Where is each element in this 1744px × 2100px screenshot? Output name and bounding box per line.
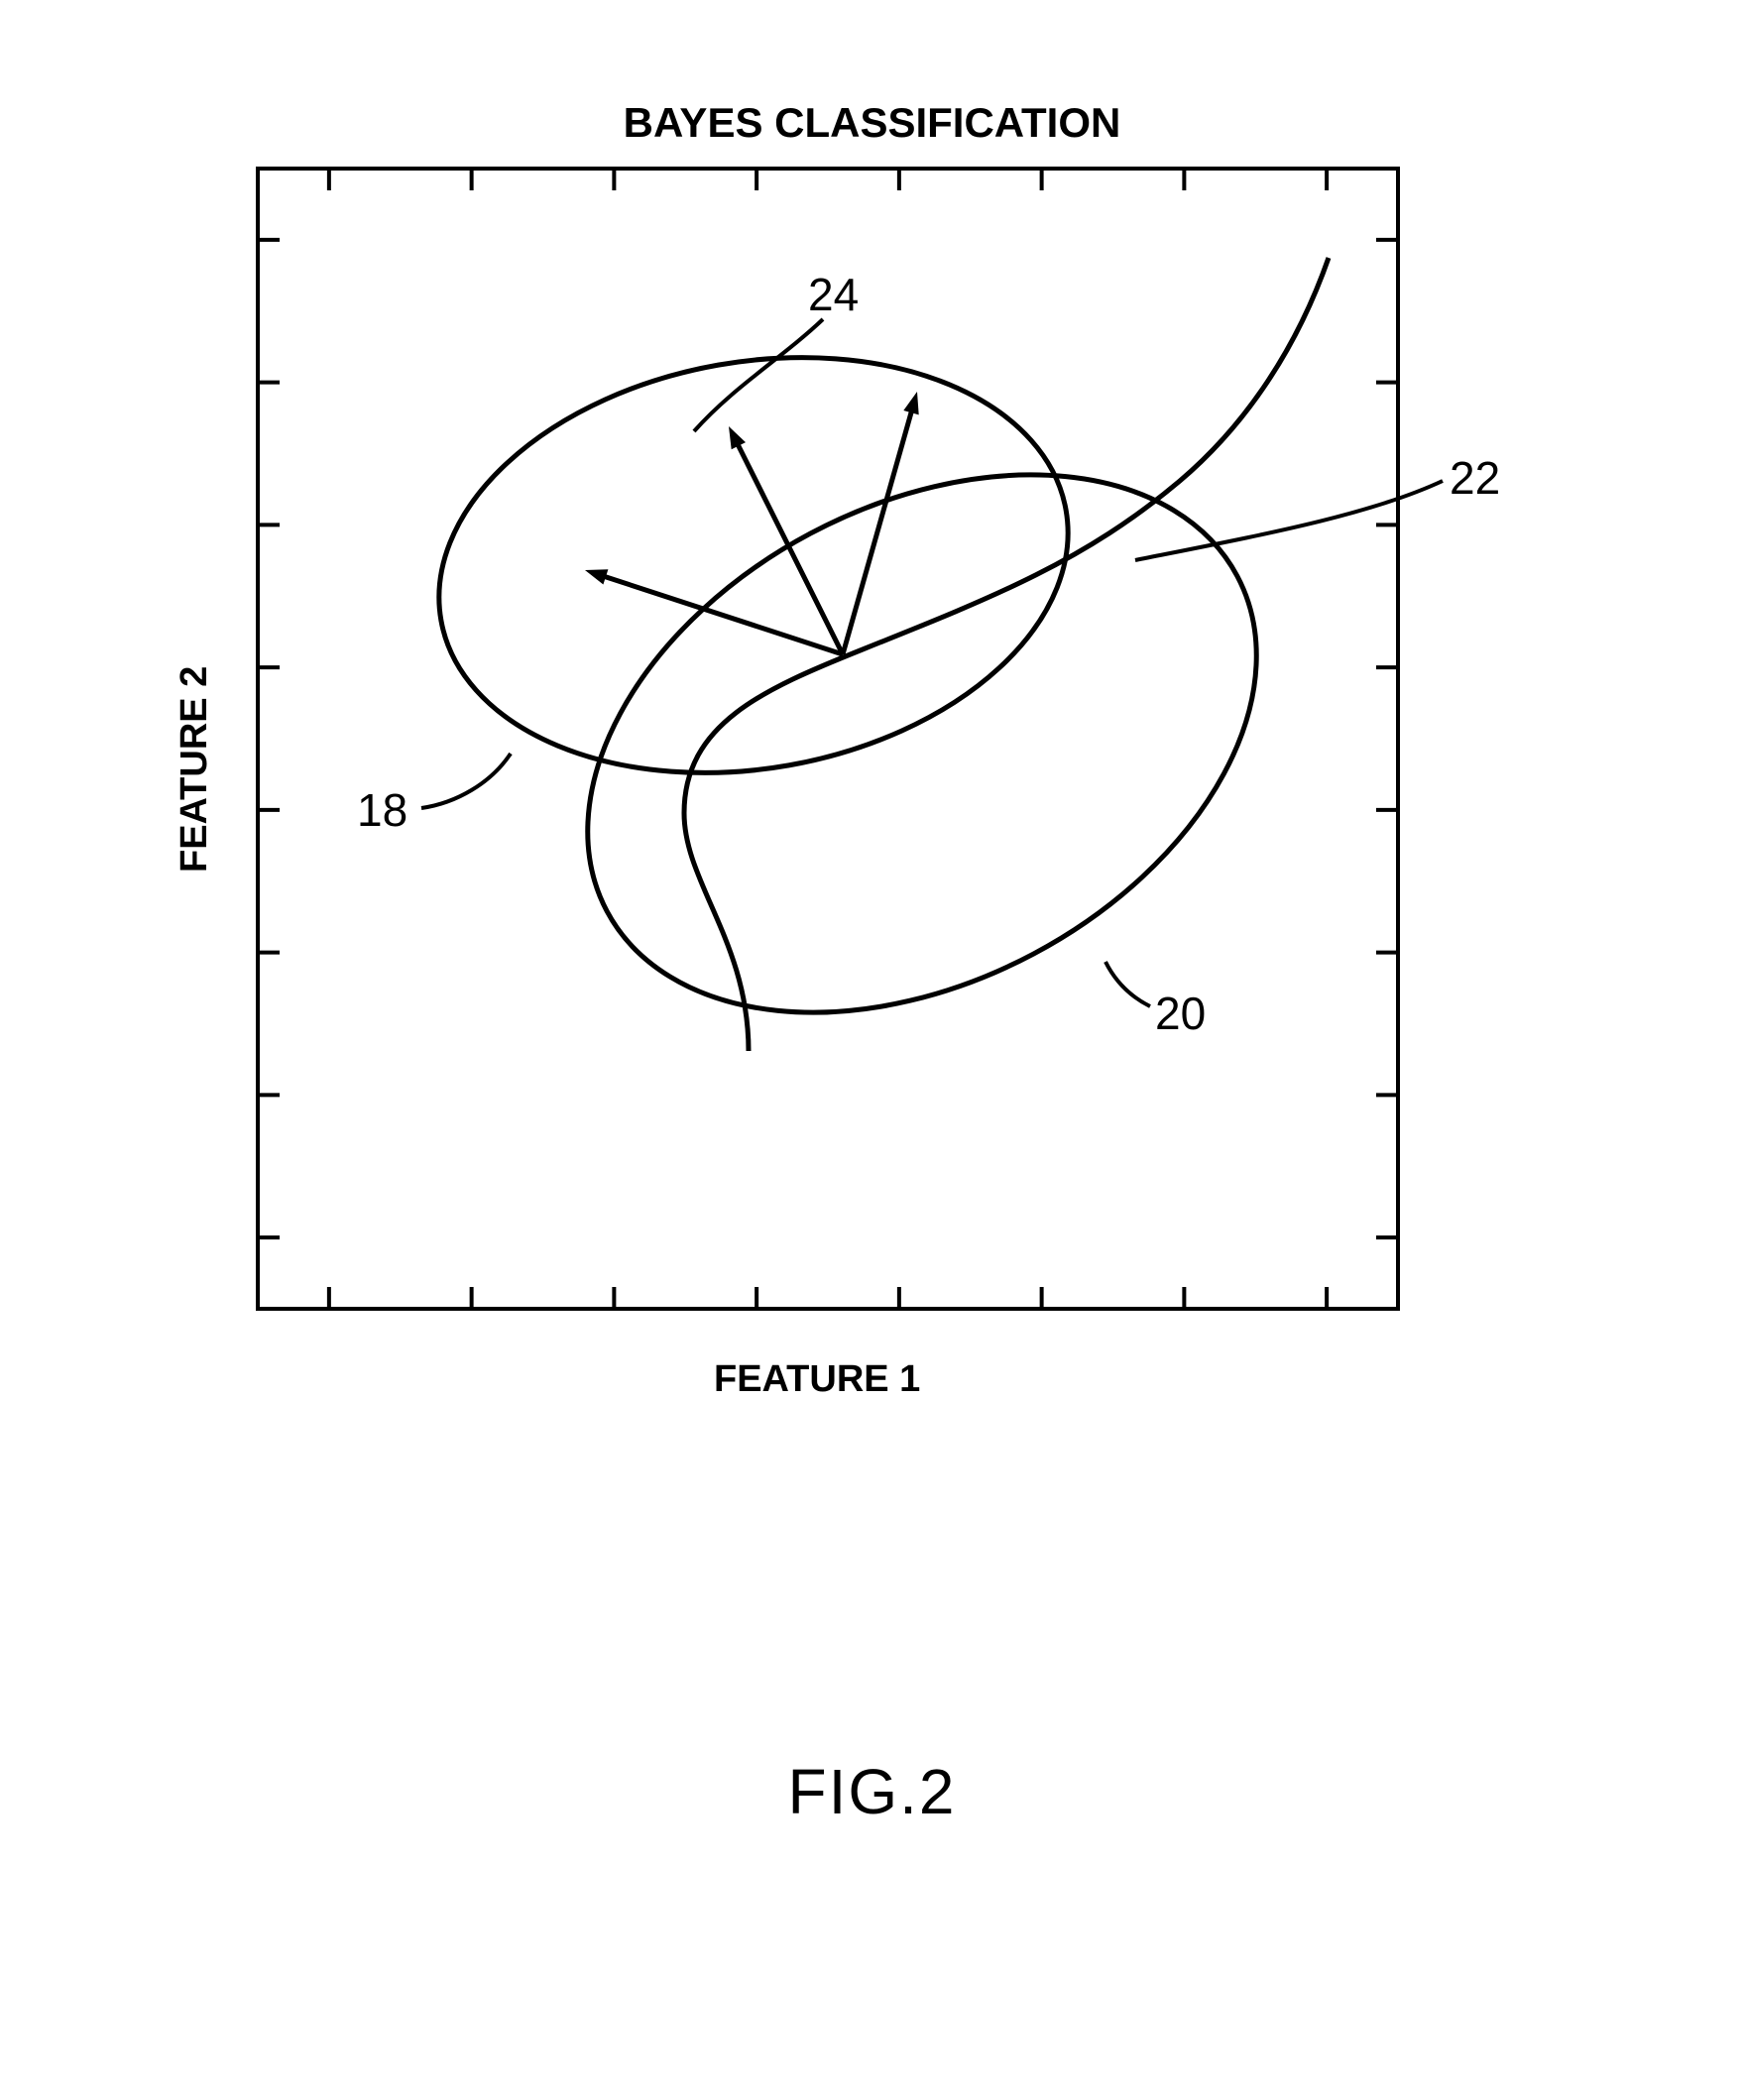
ellipse-18 (406, 310, 1101, 821)
center-arrow-1-head (729, 426, 746, 449)
center-arrow-0-head (585, 569, 608, 584)
diagram-svg (0, 0, 1744, 2100)
center-arrow-2-head (903, 392, 918, 414)
cl-18-leader (421, 754, 511, 808)
cl-20-leader (1105, 962, 1150, 1006)
cl-24-leader (694, 319, 823, 431)
ellipse-20 (495, 366, 1348, 1121)
decision-boundary-curve (684, 258, 1329, 1051)
center-arrow-2-shaft (843, 405, 913, 654)
figure-page: BAYES CLASSIFICATION FEATURE 2 FEATURE 1… (0, 0, 1744, 2100)
plot-frame (258, 169, 1398, 1309)
